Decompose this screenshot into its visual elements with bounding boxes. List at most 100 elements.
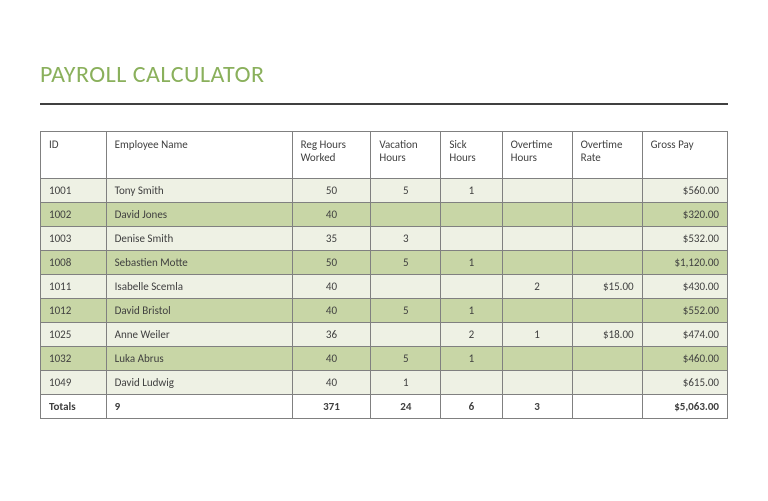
cell-ot	[502, 227, 572, 251]
cell-vac	[371, 323, 441, 347]
cell-sick: 1	[441, 179, 502, 203]
table-row: 1008 Sebastien Motte 50 5 1 $1,120.00	[41, 251, 728, 275]
table-row: 1012 David Bristol 40 5 1 $552.00	[41, 299, 728, 323]
cell-ot	[502, 371, 572, 395]
totals-vac: 24	[371, 395, 441, 419]
cell-ot	[502, 299, 572, 323]
cell-id: 1003	[41, 227, 107, 251]
totals-count: 9	[106, 395, 292, 419]
cell-orate: $15.00	[572, 275, 642, 299]
cell-orate	[572, 251, 642, 275]
cell-vac: 5	[371, 251, 441, 275]
cell-ot	[502, 251, 572, 275]
cell-gross: $1,120.00	[642, 251, 727, 275]
cell-name: David Jones	[106, 203, 292, 227]
totals-row: Totals 9 371 24 6 3 $5,063.00	[41, 395, 728, 419]
cell-gross: $430.00	[642, 275, 727, 299]
cell-gross: $460.00	[642, 347, 727, 371]
col-sick: Sick Hours	[441, 132, 502, 179]
col-gross: Gross Pay	[642, 132, 727, 179]
cell-id: 1032	[41, 347, 107, 371]
cell-name: Isabelle Scemla	[106, 275, 292, 299]
cell-id: 1008	[41, 251, 107, 275]
cell-reg: 40	[292, 275, 371, 299]
cell-sick: 2	[441, 323, 502, 347]
cell-reg: 50	[292, 179, 371, 203]
cell-reg: 36	[292, 323, 371, 347]
cell-vac	[371, 275, 441, 299]
col-ot: Overtime Hours	[502, 132, 572, 179]
cell-sick	[441, 275, 502, 299]
cell-id: 1002	[41, 203, 107, 227]
totals-orate	[572, 395, 642, 419]
table-row: 1032 Luka Abrus 40 5 1 $460.00	[41, 347, 728, 371]
cell-orate	[572, 371, 642, 395]
cell-reg: 40	[292, 299, 371, 323]
cell-gross: $552.00	[642, 299, 727, 323]
cell-reg: 40	[292, 371, 371, 395]
cell-name: Anne Weiler	[106, 323, 292, 347]
cell-ot	[502, 203, 572, 227]
cell-vac: 5	[371, 299, 441, 323]
cell-name: Luka Abrus	[106, 347, 292, 371]
cell-sick	[441, 371, 502, 395]
totals-gross: $5,063.00	[642, 395, 727, 419]
cell-reg: 40	[292, 203, 371, 227]
cell-id: 1012	[41, 299, 107, 323]
totals-sick: 6	[441, 395, 502, 419]
cell-name: David Ludwig	[106, 371, 292, 395]
cell-name: Tony Smith	[106, 179, 292, 203]
cell-sick: 1	[441, 251, 502, 275]
cell-orate	[572, 179, 642, 203]
cell-orate	[572, 227, 642, 251]
totals-ot: 3	[502, 395, 572, 419]
title-rule	[40, 103, 728, 105]
table-row: 1049 David Ludwig 40 1 $615.00	[41, 371, 728, 395]
cell-id: 1049	[41, 371, 107, 395]
cell-reg: 50	[292, 251, 371, 275]
col-orate: Overtime Rate	[572, 132, 642, 179]
col-name: Employee Name	[106, 132, 292, 179]
cell-vac: 5	[371, 347, 441, 371]
cell-ot	[502, 347, 572, 371]
cell-gross: $532.00	[642, 227, 727, 251]
table-row: 1011 Isabelle Scemla 40 2 $15.00 $430.00	[41, 275, 728, 299]
cell-sick: 1	[441, 299, 502, 323]
payroll-table: ID Employee Name Reg Hours Worked Vacati…	[40, 131, 728, 419]
cell-vac: 1	[371, 371, 441, 395]
cell-id: 1001	[41, 179, 107, 203]
cell-reg: 40	[292, 347, 371, 371]
cell-name: David Bristol	[106, 299, 292, 323]
col-id: ID	[41, 132, 107, 179]
table-row: 1002 David Jones 40 $320.00	[41, 203, 728, 227]
cell-id: 1011	[41, 275, 107, 299]
cell-orate	[572, 203, 642, 227]
cell-ot: 1	[502, 323, 572, 347]
cell-vac: 3	[371, 227, 441, 251]
cell-reg: 35	[292, 227, 371, 251]
cell-gross: $474.00	[642, 323, 727, 347]
table-row: 1001 Tony Smith 50 5 1 $560.00	[41, 179, 728, 203]
table-row: 1025 Anne Weiler 36 2 1 $18.00 $474.00	[41, 323, 728, 347]
cell-sick: 1	[441, 347, 502, 371]
cell-orate	[572, 299, 642, 323]
cell-gross: $560.00	[642, 179, 727, 203]
cell-orate	[572, 347, 642, 371]
col-reg: Reg Hours Worked	[292, 132, 371, 179]
payroll-body: 1001 Tony Smith 50 5 1 $560.00 1002 Davi…	[41, 179, 728, 395]
cell-ot	[502, 179, 572, 203]
cell-sick	[441, 227, 502, 251]
cell-orate: $18.00	[572, 323, 642, 347]
cell-id: 1025	[41, 323, 107, 347]
totals-label: Totals	[41, 395, 107, 419]
cell-name: Sebastien Motte	[106, 251, 292, 275]
cell-gross: $615.00	[642, 371, 727, 395]
header-row: ID Employee Name Reg Hours Worked Vacati…	[41, 132, 728, 179]
cell-name: Denise Smith	[106, 227, 292, 251]
cell-gross: $320.00	[642, 203, 727, 227]
cell-ot: 2	[502, 275, 572, 299]
totals-reg: 371	[292, 395, 371, 419]
table-row: 1003 Denise Smith 35 3 $532.00	[41, 227, 728, 251]
cell-vac	[371, 203, 441, 227]
col-vac: Vacation Hours	[371, 132, 441, 179]
